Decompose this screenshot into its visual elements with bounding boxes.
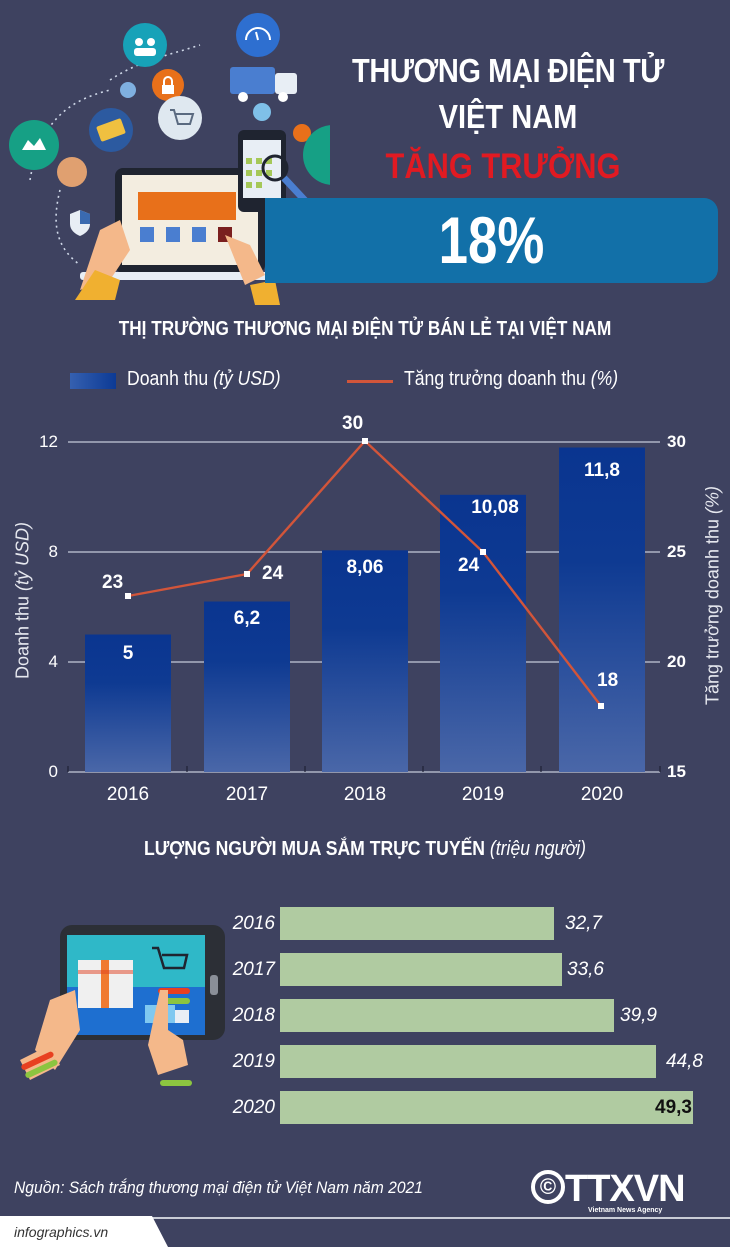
- x-tick-2020: 2020: [580, 784, 624, 805]
- group-icon: [123, 23, 167, 67]
- tablet-shopping-illustration: [20, 925, 225, 1086]
- bar-value-2020: 11,8: [584, 460, 620, 481]
- buyers-year-2016: 2016: [232, 913, 275, 934]
- buyers-value-2019: 44,8: [666, 1051, 703, 1072]
- x-tick-2017: 2017: [225, 784, 269, 805]
- ttxvn-logo: TTXVN: [565, 1168, 686, 1210]
- footer-tab: [0, 1216, 168, 1247]
- page-title-line2: VIỆT NAM: [438, 98, 578, 135]
- buyers-value-2016: 32,7: [565, 913, 602, 934]
- source-note: Nguồn: Sách trắng thương mại điện tử Việ…: [14, 1178, 423, 1197]
- y-right-tick-30: 30: [667, 432, 686, 451]
- bar-value-2017: 6,2: [233, 608, 261, 629]
- buyers-year-2019: 2019: [232, 1051, 275, 1072]
- y-left-tick-12: 12: [39, 432, 58, 451]
- buyers-bar-2019: [280, 1045, 656, 1078]
- cart-icon: [158, 96, 202, 140]
- y-left-tick-8: 8: [48, 542, 58, 561]
- people-icon: [57, 157, 87, 187]
- bar-value-2019: 10,08: [471, 497, 519, 518]
- point-value-2017: 24: [262, 563, 284, 584]
- page-title-line1: THƯƠNG MẠI ĐIỆN TỬ: [352, 52, 664, 89]
- delivery-truck-icon: [230, 67, 275, 94]
- x-tick-2016: 2016: [106, 784, 150, 805]
- x-tick-2018: 2018: [343, 784, 387, 805]
- buyers-year-2018: 2018: [232, 1005, 275, 1026]
- bar-2018: [322, 550, 408, 772]
- buyers-bar-2016: [280, 907, 554, 940]
- buyers-bar-2017: [280, 953, 562, 986]
- revenue-chart-title: THỊ TRƯỜNG THƯƠNG MẠI ĐIỆN TỬ BÁN LẺ TẠI…: [118, 318, 612, 340]
- y-right-tick-15: 15: [667, 762, 686, 781]
- map-icon: [9, 120, 59, 170]
- ecommerce-illustration: [9, 13, 330, 305]
- bar-value-2018: 8,06: [346, 557, 384, 578]
- bar-2020: [559, 447, 645, 772]
- ttxvn-logo-subtitle: Vietnam News Agency: [588, 1207, 663, 1214]
- bar-value-2016: 5: [122, 643, 134, 664]
- bar-2016: [85, 634, 171, 772]
- growth-value: 18%: [438, 203, 545, 277]
- monitor-icon: [303, 125, 330, 185]
- point-value-2020: 18: [597, 670, 619, 691]
- magnifier-icon: [261, 154, 289, 182]
- bar-2017: [204, 601, 290, 772]
- legend-line-swatch: [347, 380, 393, 383]
- revenue-chart: [67, 438, 661, 773]
- buyers-chart-title: LƯỢNG NGƯỜI MUA SẮM TRỰC TUYẾN (triệu ng…: [143, 838, 587, 860]
- legend-line-label: Tăng trưởng doanh thu (%): [404, 368, 619, 390]
- bar-2019: [440, 494, 526, 772]
- buyers-year-2017: 2017: [232, 959, 275, 980]
- y-right-tick-20: 20: [667, 652, 686, 671]
- copyright-icon: ©: [531, 1170, 565, 1204]
- point-value-2019: 24: [458, 555, 480, 576]
- buyers-value-2020: 49,3: [655, 1097, 692, 1118]
- y-right-tick-25: 25: [667, 542, 686, 561]
- point-value-2016: 23: [102, 572, 124, 593]
- buyers-bar-2020: [280, 1091, 693, 1124]
- buyers-value-2018: 39,9: [620, 1005, 657, 1026]
- x-tick-2019: 2019: [461, 784, 505, 805]
- growth-label: TĂNG TRƯỞNG: [385, 147, 621, 186]
- y-left-axis-label: Doanh thu (tỷ USD): [12, 521, 33, 680]
- legend-bar-label: Doanh thu (tỷ USD): [127, 368, 281, 390]
- point-value-2018: 30: [342, 413, 364, 434]
- y-right-axis-label: Tăng trưởng doanh thu (%): [702, 486, 723, 705]
- buyers-value-2017: 33,6: [567, 959, 604, 980]
- gauge-icon: [236, 13, 280, 57]
- growth-pill: [265, 198, 718, 283]
- site-link[interactable]: infographics.vn: [14, 1224, 109, 1240]
- buyers-year-2020: 2020: [232, 1097, 275, 1118]
- y-left-tick-4: 4: [48, 652, 58, 671]
- y-left-tick-0: 0: [48, 762, 58, 781]
- buyers-bar-2018: [280, 999, 614, 1032]
- legend-bar-swatch: [70, 373, 116, 389]
